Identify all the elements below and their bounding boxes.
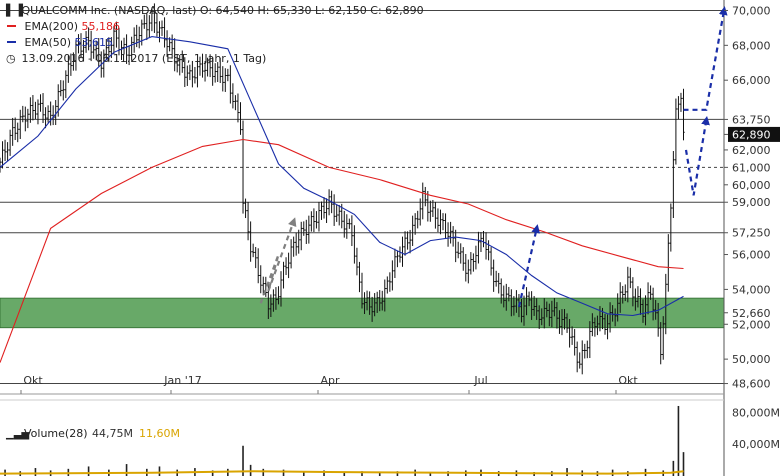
ema200-value: 55,186 xyxy=(81,20,121,33)
projection-arrow-2 xyxy=(684,115,710,196)
y-tick-label: 52,000 xyxy=(732,318,771,331)
volume-bar xyxy=(343,472,346,476)
volume-bar xyxy=(677,405,680,476)
projection-arrow-1 xyxy=(517,224,541,308)
ema200-line xyxy=(0,138,684,363)
clock-icon: ◷ xyxy=(6,52,16,65)
x-tick-label: Jan '17 xyxy=(163,374,201,387)
projection-arrow-3 xyxy=(683,6,728,111)
ema200-swatch xyxy=(7,25,16,27)
volume-average-value: 11,60M xyxy=(139,427,180,440)
ema200-label: EMA(200) xyxy=(24,20,79,33)
volume-bar xyxy=(262,468,265,476)
y-tick-label: 52,660 xyxy=(732,307,771,320)
ema50-swatch xyxy=(7,41,16,43)
volume-bar xyxy=(672,460,675,476)
y-tick-label: 60,000 xyxy=(732,179,771,192)
volume-bar xyxy=(566,468,568,476)
volume-tick-label: 40,000M xyxy=(732,438,780,451)
volume-bar xyxy=(682,452,685,476)
legend-ema50: EMA(50) 53,615 xyxy=(6,35,424,51)
volume-bar xyxy=(323,470,325,476)
y-tick-label: 62,890 xyxy=(732,128,771,141)
period-row: ◷ 13.09.2016 - 06.11.2017 (EST, 1 Jahr, … xyxy=(6,51,424,67)
volume-bar xyxy=(396,471,399,476)
volume-value: 44,75M xyxy=(92,427,133,440)
volume-bar xyxy=(87,466,90,476)
y-tick-label: 59,000 xyxy=(732,196,771,209)
chart-info-panel: ▌▐ QUALCOMM Inc. (NASDAQ, last) O: 64,54… xyxy=(6,3,424,67)
y-tick-label: 54,000 xyxy=(732,283,771,296)
ohlc-values: O: 64,540 H: 65,330 L: 62,150 C: 62,890 xyxy=(199,4,424,17)
volume-bar xyxy=(361,471,363,476)
candlestick-icon: ▌▐ xyxy=(6,4,23,17)
y-tick-label: 48,600 xyxy=(732,378,771,391)
symbol-label: QUALCOMM Inc. (NASDAQ, last) xyxy=(21,4,197,17)
y-tick-label: 63,750 xyxy=(732,113,771,126)
x-tick-label: Apr xyxy=(320,374,340,387)
ema50-line xyxy=(0,36,684,317)
volume-bar xyxy=(34,468,37,476)
symbol-row: ▌▐ QUALCOMM Inc. (NASDAQ, last) O: 64,54… xyxy=(6,3,424,19)
volume-bar xyxy=(125,464,128,476)
x-tick-label: Okt xyxy=(23,374,43,387)
volume-bar xyxy=(378,472,381,476)
volume-tick-label: 80,000M xyxy=(732,406,780,419)
ema50-label: EMA(50) xyxy=(24,36,72,49)
period-label: 13.09.2016 - 06.11.2017 (EST, 1 Jahr, 1 … xyxy=(21,52,267,65)
y-tick-label: 70,000 xyxy=(732,4,771,17)
volume-bar xyxy=(242,445,244,476)
y-tick-label: 61,000 xyxy=(732,161,771,174)
volume-average-line xyxy=(0,470,684,475)
volume-bar xyxy=(211,470,214,476)
y-tick-label: 62,000 xyxy=(732,144,771,157)
legend-ema200: EMA(200) 55,186 xyxy=(6,19,424,35)
current-price-badge xyxy=(728,126,780,142)
volume-bar xyxy=(302,471,305,476)
volume-bar xyxy=(158,466,161,476)
x-tick-label: Okt xyxy=(618,374,638,387)
volume-bars-icon: ▁▃▅ xyxy=(5,429,29,440)
x-tick-label: Jul xyxy=(473,374,487,387)
y-tick-label: 68,000 xyxy=(732,39,771,52)
ema50-value: 53,615 xyxy=(74,36,114,49)
projection-arrow-0 xyxy=(259,217,297,304)
volume-title: Volume(28) xyxy=(24,427,88,440)
y-tick-label: 66,000 xyxy=(732,74,771,87)
y-tick-label: 57,250 xyxy=(732,227,771,240)
y-tick-label: 56,000 xyxy=(732,249,771,262)
volume-bar xyxy=(429,472,432,476)
volume-bar xyxy=(282,469,285,476)
y-tick-label: 50,000 xyxy=(732,353,771,366)
